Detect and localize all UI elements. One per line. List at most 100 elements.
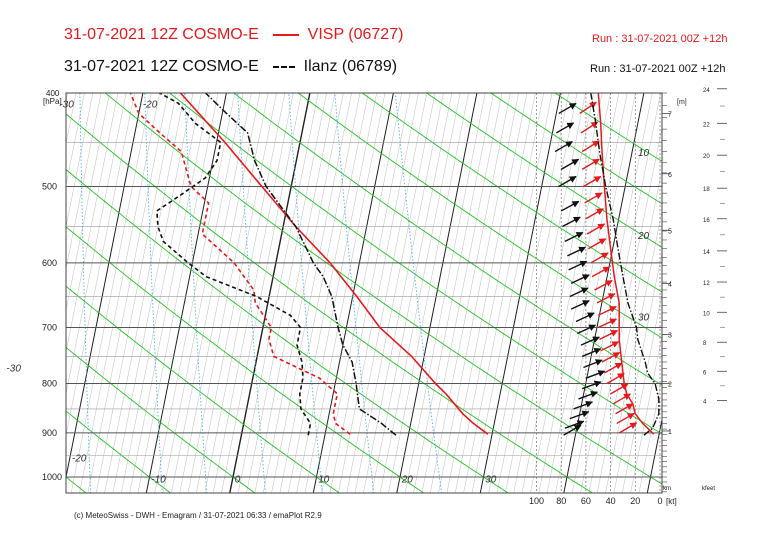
isotherm-minor [66, 93, 110, 312]
ilanz-wind-arrow [558, 102, 577, 115]
isotherm-minor [187, 93, 269, 493]
title-visp: 31-07-2021 12Z COSMO-E VISP (06727) [64, 26, 403, 44]
isotherm-minor [196, 93, 277, 493]
ilanz-temperature-line [204, 93, 397, 436]
dry-adiabat-line [361, 93, 662, 293]
wind-speed-unit: [kt] [666, 497, 677, 506]
ilanz-wind-arrow [569, 287, 589, 298]
isotherm-minor [404, 93, 486, 493]
ilanz-wind-arrow [570, 274, 590, 285]
pressure-tick-label: 800 [42, 378, 57, 388]
wind-speed-label: 30 [638, 312, 650, 323]
wind-speed-tick-label: 80 [556, 496, 566, 506]
isotherm-minor [354, 93, 436, 493]
height-kft-tick-label: 20 [703, 154, 710, 160]
dry-adiabat-line [425, 93, 662, 248]
isotherm-minor [613, 251, 662, 493]
height-kfeet-axis: 24 22 20 18 16 14 12 10 8 6 4 kfeet [702, 88, 727, 492]
isotherm-minor [488, 93, 569, 493]
isotherm-minor [87, 93, 169, 493]
isotherm-minor [79, 93, 160, 493]
ilanz-wind-arrow [585, 370, 606, 379]
isotherm-minor [413, 93, 494, 493]
visp-series-label: VISP (06727) [307, 26, 404, 43]
ilanz-wind-arrow [576, 324, 597, 335]
isotherm-label: -20 [72, 454, 87, 465]
visp-wind-arrow [579, 101, 597, 115]
visp-wind-arrow [583, 175, 602, 188]
isotherm-minor [221, 93, 302, 493]
mixing-ratio-grid [79, 93, 443, 493]
wind-speed-tick-label: 60 [581, 496, 591, 506]
isotherm-minor [279, 93, 361, 493]
isotherm-minor [580, 93, 661, 493]
ilanz-wind-profile-line [590, 93, 660, 436]
ilanz-wind-arrow [555, 122, 575, 134]
visp-wind-arrow [604, 362, 623, 374]
isotherm-label: 30 [485, 474, 497, 485]
isotherm-minor [154, 93, 235, 493]
dry-adiabat-line [66, 285, 341, 493]
isotherm-minor [421, 93, 503, 493]
run-label-visp: Run : 31-07-2021 00Z +12h [592, 33, 728, 45]
dry-adiabat-line [66, 410, 172, 493]
visp-wind-arrow [580, 121, 599, 134]
visp-wind-arrow [597, 318, 618, 329]
isotherm-minor [0, 88, 44, 494]
pressure-tick-label: 900 [42, 428, 57, 438]
isotherm-minor [379, 93, 461, 493]
pressure-tick-label: 600 [42, 258, 57, 268]
ilanz-legend-line [273, 65, 296, 68]
height-kft-tick-label: 8 [703, 341, 707, 347]
isotherm-minor [438, 93, 519, 493]
visp-wind-arrow [591, 266, 611, 278]
isotherm-label: -30 [6, 363, 21, 374]
isotherm-minor [162, 93, 244, 493]
visp-wind-arrow [618, 422, 638, 434]
height-km-tick-label: 7 [668, 111, 672, 118]
height-km-tick-label: 4 [668, 281, 672, 288]
isotherm-label: 0 [235, 474, 241, 485]
ilanz-wind-arrow [562, 216, 581, 228]
visp-wind-arrow [586, 223, 606, 235]
pressure-axis: 400[hPa] 500 600 700 800 900 1000 [42, 89, 62, 482]
ilanz-wind-arrow [558, 175, 577, 188]
isotherm-minor [112, 93, 194, 493]
pressure-tick-label: 700 [42, 323, 57, 333]
visp-wind-arrow [581, 140, 600, 153]
isotherm-minor [513, 93, 595, 493]
height-kft-tick-label: 6 [703, 370, 707, 376]
isotherm-minor [505, 93, 586, 493]
ilanz-wind-arrow [564, 420, 585, 429]
height-kft-tick-label: 10 [703, 311, 710, 317]
visp-wind-arrow [600, 341, 620, 352]
isotherm-minor [638, 376, 662, 493]
isotherm-line [229, 93, 311, 493]
visp-wind-arrow [584, 192, 603, 204]
mixing-ratio-line [288, 93, 323, 493]
dry-adiabat-line [554, 93, 662, 162]
dry-adiabat-line [489, 93, 662, 205]
visp-wind-arrow [616, 412, 635, 425]
isotherm-minor [66, 93, 68, 103]
ilanz-wind-arrow [578, 390, 598, 400]
dry-adiabat-line [297, 93, 662, 339]
ilanz-wind-arrow [556, 93, 558, 94]
footer-credit: (c) MeteoSwiss - DWH - Emagram / 31-07-2… [74, 511, 322, 520]
mixing-ratio-line [237, 93, 266, 493]
isotherm-minor [66, 93, 102, 270]
isotherm-minor [66, 93, 135, 437]
ilanz-wind-arrow [569, 410, 590, 420]
ilanz-wind-arrow [575, 312, 595, 323]
ilanz-wind-arrow [570, 300, 590, 310]
height-km-tick-label: 2 [668, 381, 672, 388]
height-km-tick-label: 5 [668, 228, 672, 235]
wind-speed-label: 20 [637, 231, 650, 242]
pressure-unit-label: [hPa] [43, 97, 62, 106]
ilanz-dewpoint-line [156, 93, 312, 436]
isotherm-label: 20 [401, 474, 414, 485]
visp-wind-arrow [588, 238, 607, 250]
visp-legend-line [273, 33, 300, 36]
mixing-ratio-line [144, 93, 163, 493]
visp-wind-arrow [606, 372, 625, 385]
